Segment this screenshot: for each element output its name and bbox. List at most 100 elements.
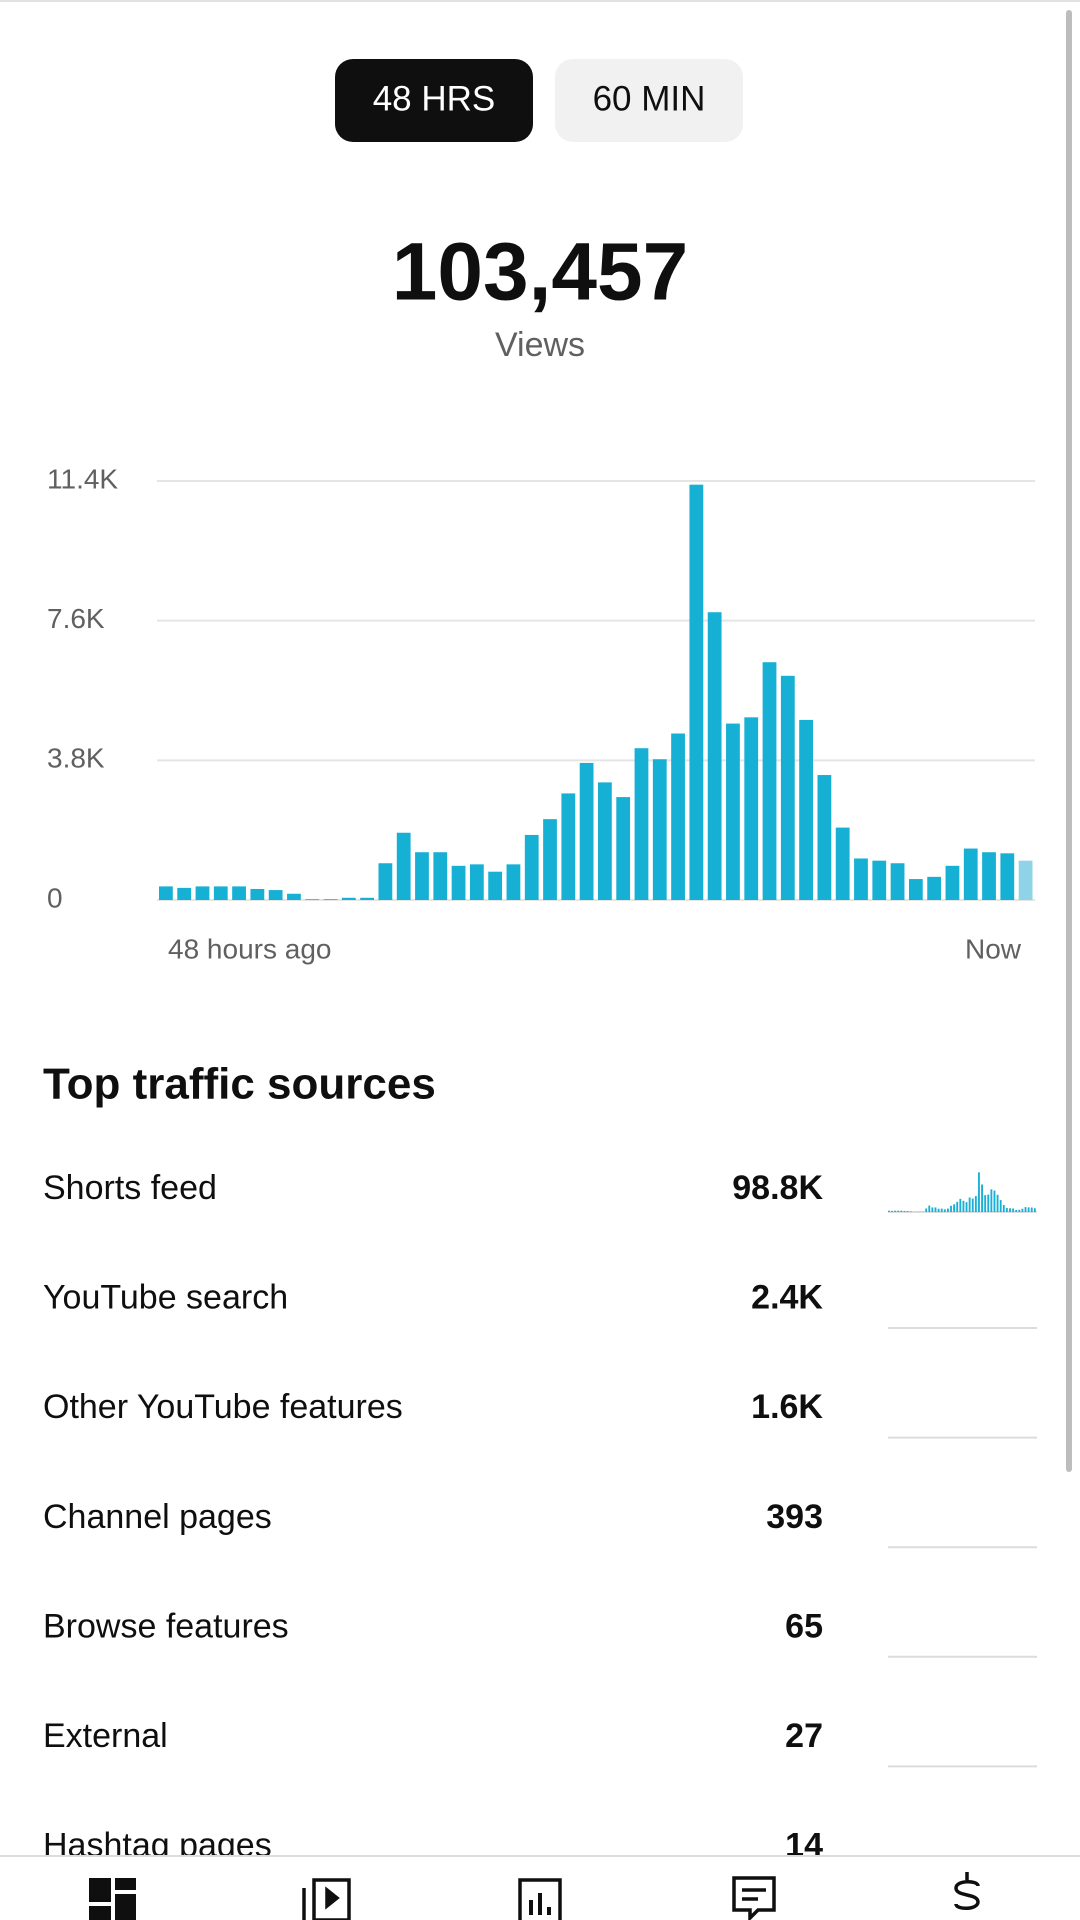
bar [396, 832, 411, 900]
total-label: Views [495, 326, 585, 364]
sparkline-bar [1024, 1207, 1027, 1212]
bar [963, 848, 978, 900]
sparkline-bar [993, 1190, 996, 1212]
bar [360, 897, 374, 900]
sparkline-bar [925, 1208, 928, 1212]
tab-48hrs[interactable] [335, 59, 533, 142]
sparkline-bar [996, 1194, 999, 1212]
sparkline-bar [956, 1201, 959, 1212]
bar [982, 852, 996, 900]
sparkline-bar [1012, 1208, 1015, 1212]
sparkline-bar [959, 1198, 962, 1212]
bar [305, 899, 320, 900]
source-value: 1.6K [751, 1388, 823, 1426]
nav-icon-earn[interactable] [954, 1872, 980, 1910]
bar [927, 876, 942, 900]
source-value: 65 [785, 1607, 823, 1645]
sparkline-bar [962, 1200, 965, 1212]
tab-label[interactable]: 60 MIN [593, 79, 706, 118]
bar [707, 612, 722, 900]
sparkline-bar [1002, 1205, 1005, 1212]
total-views: 103,457 [392, 227, 688, 318]
sparkline-bar [965, 1202, 968, 1212]
sparkline-bar [999, 1200, 1002, 1212]
bar [543, 819, 557, 900]
bar [323, 899, 338, 900]
nav-icon-dashboard[interactable] [89, 1878, 136, 1920]
sparkline-bar [1021, 1208, 1024, 1212]
sparkline-bar [978, 1172, 980, 1212]
sparkline-bar [974, 1196, 977, 1212]
source-name[interactable]: Shorts feed [43, 1169, 217, 1207]
bar [506, 864, 521, 900]
tab-label[interactable]: 48 HRS [373, 79, 496, 118]
bar [762, 662, 777, 900]
nav-icon-analytics[interactable] [518, 1878, 562, 1920]
section-title: Top traffic sources [43, 1060, 436, 1109]
nav-icon-comments[interactable] [732, 1876, 776, 1920]
bar [378, 863, 393, 900]
source-name[interactable]: Browse features [43, 1607, 289, 1645]
bar [744, 717, 759, 900]
bar [817, 775, 832, 900]
sparkline-bar [909, 1211, 912, 1212]
bar [854, 858, 868, 900]
tab-60min[interactable] [555, 59, 743, 142]
sparkline-bar [1015, 1210, 1018, 1212]
source-value: 2.4K [751, 1279, 823, 1317]
y-tick-label: 3.8K [47, 743, 105, 774]
bar [652, 759, 667, 900]
sparkline-bar [931, 1207, 934, 1212]
bar [634, 748, 649, 900]
sparkline-bar [1018, 1209, 1021, 1212]
sparkline-bar [990, 1189, 993, 1212]
bar [780, 675, 795, 900]
x-tick-label: Now [965, 933, 1022, 964]
source-value: 27 [785, 1717, 823, 1755]
source-name[interactable]: External [43, 1717, 168, 1755]
bar [469, 864, 484, 900]
bar [890, 863, 905, 900]
y-tick-label: 11.4K [47, 463, 118, 494]
bar [835, 827, 850, 900]
bar [799, 719, 813, 900]
bar [451, 865, 466, 900]
source-name[interactable]: YouTube search [43, 1279, 288, 1317]
bar [177, 887, 192, 900]
bar [579, 762, 594, 900]
sparkline-bar [888, 1210, 890, 1212]
sparkline-bar [1027, 1207, 1030, 1212]
nav-icon-content[interactable] [302, 1878, 351, 1920]
source-name[interactable]: Channel pages [43, 1498, 272, 1536]
bar [616, 797, 631, 900]
bar [1018, 860, 1033, 900]
source-name[interactable]: Other YouTube features [43, 1388, 403, 1426]
bar [250, 888, 265, 900]
bar [726, 723, 740, 900]
bar [908, 879, 923, 900]
sparkline-bar [894, 1210, 897, 1212]
sparkline-bar [946, 1208, 949, 1212]
x-tick-label: 48 hours ago [168, 933, 331, 964]
sparkline-bar [903, 1210, 906, 1212]
bar [488, 871, 503, 900]
sparkline-bar [1009, 1208, 1011, 1212]
bar [561, 793, 576, 900]
bar [598, 782, 612, 900]
source-value: 393 [766, 1498, 823, 1536]
sparkline-bar [928, 1205, 931, 1212]
sparkline-bar [900, 1210, 903, 1212]
bar [268, 890, 283, 900]
sparkline-bar [971, 1198, 974, 1212]
bar [232, 886, 246, 900]
bar [433, 852, 448, 900]
scrollbar [1066, 10, 1072, 1472]
sparkline-bar [1030, 1207, 1033, 1212]
bar [872, 860, 887, 900]
bar [945, 865, 960, 900]
bar [689, 484, 704, 900]
bar [341, 897, 356, 900]
bar [524, 834, 539, 900]
bar [195, 886, 210, 900]
sparkline-bar [891, 1210, 893, 1212]
